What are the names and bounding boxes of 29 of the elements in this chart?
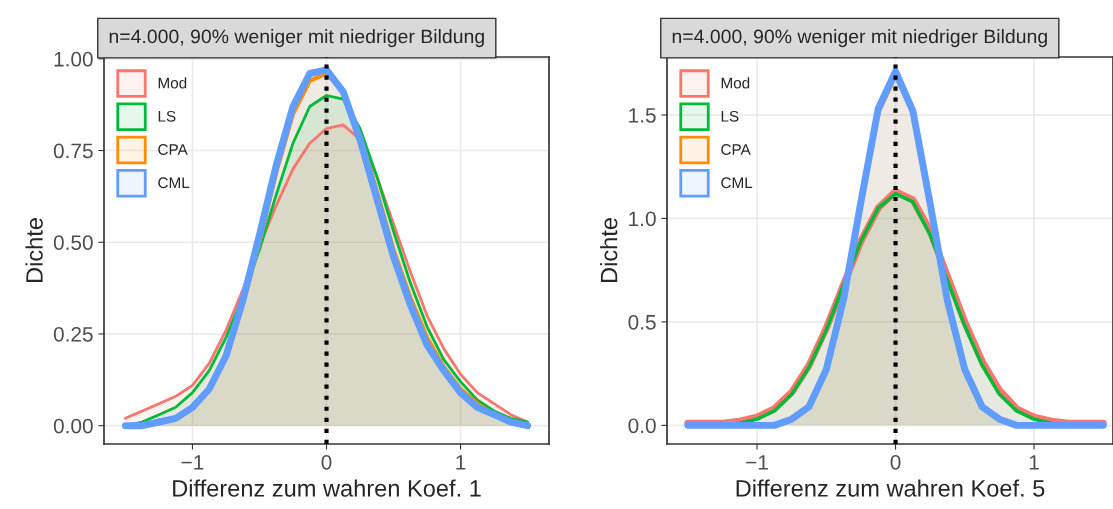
legend-label: CML — [721, 177, 753, 189]
x-tick-label: 1 — [1029, 455, 1039, 470]
x-axis-title: Differenz zum wahren Koef. 1 — [173, 479, 481, 497]
chart-title: n=4.000, 90% weniger mit niedriger Bildung — [109, 29, 484, 48]
legend-label: Mod — [158, 77, 187, 89]
y-tick-label: 1.0 — [629, 211, 656, 227]
y-tick-label: 0.00 — [53, 418, 93, 434]
legend-label: LS — [158, 110, 176, 122]
x-axis-title: Differenz zum wahren Koef. 5 — [736, 479, 1045, 497]
x-tick-label: −1 — [746, 455, 768, 470]
y-tick-label: 1.5 — [629, 108, 656, 123]
legend-label: CML — [158, 177, 190, 189]
y-tick-label: 1.00 — [54, 51, 93, 67]
x-tick-label: −1 — [181, 455, 204, 470]
legend-label: CPA — [721, 144, 751, 155]
y-tick-label: 0.5 — [628, 314, 656, 330]
legend-label: LS — [721, 110, 739, 122]
y-axis-title: Dichte — [600, 218, 618, 283]
y-axis-title: Dichte — [25, 218, 43, 283]
y-tick-label: 0.0 — [628, 418, 656, 434]
x-tick-label: 1 — [456, 455, 466, 470]
legend-label: CPA — [158, 144, 188, 155]
y-tick-label: 0.75 — [53, 143, 93, 159]
y-tick-label: 0.25 — [53, 326, 93, 342]
y-tick-label: 0.50 — [53, 235, 93, 250]
legend-label: Mod — [721, 77, 750, 89]
x-tick-label: 0 — [890, 454, 901, 470]
x-tick-label: 0 — [321, 454, 332, 470]
chart-title: n=4.000, 90% weniger mit niedriger Bildung — [672, 29, 1047, 48]
